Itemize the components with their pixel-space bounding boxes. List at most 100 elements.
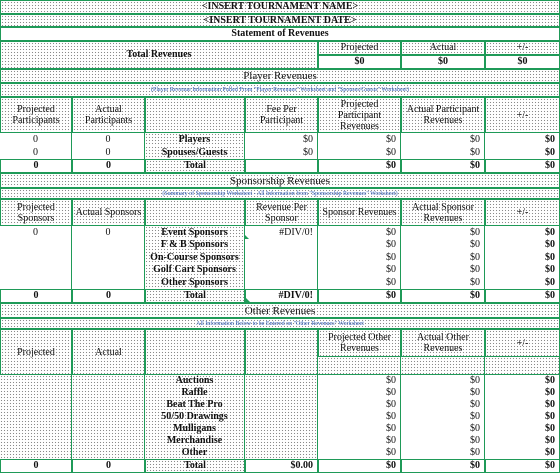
player-total-actual[interactable]: 0	[72, 159, 145, 173]
other-actrev-3[interactable]: $0	[401, 411, 485, 423]
other-projected-5[interactable]	[0, 435, 72, 447]
other-blank-4[interactable]	[245, 423, 318, 435]
sponsor-projected-2[interactable]	[0, 251, 72, 264]
sponsor-diff-4[interactable]: $0	[485, 276, 560, 289]
other-projected-1[interactable]	[0, 387, 72, 399]
other-actual-1[interactable]	[72, 387, 145, 399]
sponsor-revper-2[interactable]	[245, 251, 318, 264]
other-projected-6[interactable]	[0, 447, 72, 459]
other-total-projected[interactable]: 0	[0, 459, 72, 473]
other-diff-6[interactable]: $0	[485, 447, 560, 459]
other-diff-1[interactable]: $0	[485, 387, 560, 399]
other-total-projrev[interactable]: $0	[318, 459, 401, 473]
sponsor-rev-4[interactable]: $0	[318, 276, 401, 289]
tournament-name-cell[interactable]: <INSERT TOURNAMENT NAME>	[0, 0, 560, 14]
player-actrev-0[interactable]: $0	[401, 133, 485, 146]
player-fee-0[interactable]: $0	[245, 133, 318, 146]
player-projected-0[interactable]: 0	[0, 133, 72, 146]
sponsor-projected-0[interactable]: 0	[0, 226, 72, 239]
tournament-date-cell[interactable]: <INSERT TOURNAMENT DATE>	[0, 14, 560, 27]
other-actrev-0[interactable]: $0	[401, 375, 485, 387]
other-projrev-1[interactable]: $0	[318, 387, 401, 399]
other-projected-4[interactable]	[0, 423, 72, 435]
sponsor-revper-1[interactable]	[245, 239, 318, 251]
other-blank-0[interactable]	[245, 375, 318, 387]
player-projrev-1[interactable]: $0	[318, 146, 401, 159]
player-total-projected[interactable]: 0	[0, 159, 72, 173]
other-actrev-6[interactable]: $0	[401, 447, 485, 459]
sponsor-diff-2[interactable]: $0	[485, 251, 560, 264]
other-actual-0[interactable]	[72, 375, 145, 387]
other-actrev-4[interactable]: $0	[401, 423, 485, 435]
sponsor-total-actrev[interactable]: $0	[401, 289, 485, 303]
other-blank-6[interactable]	[245, 447, 318, 459]
other-actual-5[interactable]	[72, 435, 145, 447]
other-diff-2[interactable]: $0	[485, 399, 560, 411]
other-actual-6[interactable]	[72, 447, 145, 459]
other-projrev-2[interactable]: $0	[318, 399, 401, 411]
other-projected-3[interactable]	[0, 411, 72, 423]
other-diff-4[interactable]: $0	[485, 423, 560, 435]
player-diff-0[interactable]: $0	[485, 133, 560, 146]
player-total-diff[interactable]: $0	[485, 159, 560, 173]
other-blank-3[interactable]	[245, 411, 318, 423]
other-actual-2[interactable]	[72, 399, 145, 411]
sponsor-rev-1[interactable]: $0	[318, 239, 401, 251]
other-projected-0[interactable]	[0, 375, 72, 387]
summary-diff-value[interactable]: $0	[485, 55, 560, 69]
other-total-actual[interactable]: 0	[72, 459, 145, 473]
sponsor-revper-0[interactable]: #DIV/0!	[245, 226, 318, 239]
player-fee-1[interactable]: $0	[245, 146, 318, 159]
sponsor-rev-0[interactable]: $0	[318, 226, 401, 239]
player-diff-1[interactable]: $0	[485, 146, 560, 159]
other-total-blank[interactable]: $0.00	[245, 459, 318, 473]
other-projrev-3[interactable]: $0	[318, 411, 401, 423]
sponsor-revper-4[interactable]	[245, 276, 318, 289]
sponsor-projected-4[interactable]	[0, 276, 72, 289]
sponsor-diff-3[interactable]: $0	[485, 264, 560, 276]
sponsor-total-diff[interactable]: $0	[485, 289, 560, 303]
sponsor-actual-4[interactable]	[72, 276, 145, 289]
other-diff-5[interactable]: $0	[485, 435, 560, 447]
other-projrev-6[interactable]: $0	[318, 447, 401, 459]
sponsor-projected-1[interactable]	[0, 239, 72, 251]
other-total-actrev[interactable]: $0	[401, 459, 485, 473]
sponsor-actrev-2[interactable]: $0	[401, 251, 485, 264]
sponsor-diff-1[interactable]: $0	[485, 239, 560, 251]
other-projrev-4[interactable]: $0	[318, 423, 401, 435]
other-total-diff[interactable]: $0	[485, 459, 560, 473]
player-actual-0[interactable]: 0	[72, 133, 145, 146]
other-projrev-0[interactable]: $0	[318, 375, 401, 387]
summary-actual-value[interactable]: $0	[401, 55, 485, 69]
summary-projected-value[interactable]: $0	[318, 55, 401, 69]
other-diff-0[interactable]: $0	[485, 375, 560, 387]
sponsor-rev-2[interactable]: $0	[318, 251, 401, 264]
sponsor-actrev-0[interactable]: $0	[401, 226, 485, 239]
sponsor-revper-3[interactable]	[245, 264, 318, 276]
sponsor-actrev-1[interactable]: $0	[401, 239, 485, 251]
sponsor-actual-2[interactable]	[72, 251, 145, 264]
player-actrev-1[interactable]: $0	[401, 146, 485, 159]
other-actrev-5[interactable]: $0	[401, 435, 485, 447]
sponsor-total-revper[interactable]: #DIV/0!	[245, 289, 318, 303]
sponsor-total-projected[interactable]: 0	[0, 289, 72, 303]
other-blank-5[interactable]	[245, 435, 318, 447]
sponsor-total-rev[interactable]: $0	[318, 289, 401, 303]
other-diff-3[interactable]: $0	[485, 411, 560, 423]
other-projected-2[interactable]	[0, 399, 72, 411]
player-total-projrev[interactable]: $0	[318, 159, 401, 173]
player-projrev-0[interactable]: $0	[318, 133, 401, 146]
sponsor-actrev-3[interactable]: $0	[401, 264, 485, 276]
sponsor-actual-3[interactable]	[72, 264, 145, 276]
sponsor-diff-0[interactable]: $0	[485, 226, 560, 239]
other-actual-3[interactable]	[72, 411, 145, 423]
other-actrev-2[interactable]: $0	[401, 399, 485, 411]
other-blank-1[interactable]	[245, 387, 318, 399]
other-actual-4[interactable]	[72, 423, 145, 435]
other-actrev-1[interactable]: $0	[401, 387, 485, 399]
other-blank-2[interactable]	[245, 399, 318, 411]
sponsor-rev-3[interactable]: $0	[318, 264, 401, 276]
sponsor-actrev-4[interactable]: $0	[401, 276, 485, 289]
sponsor-total-actual[interactable]: 0	[72, 289, 145, 303]
sponsor-actual-1[interactable]	[72, 239, 145, 251]
